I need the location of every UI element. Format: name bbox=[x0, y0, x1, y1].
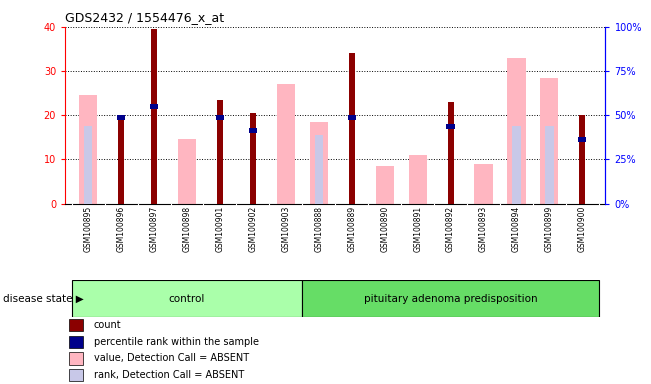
Text: rank, Detection Call = ABSENT: rank, Detection Call = ABSENT bbox=[94, 370, 244, 380]
Text: GSM100893: GSM100893 bbox=[479, 206, 488, 252]
Bar bbox=[348, 115, 356, 120]
FancyBboxPatch shape bbox=[72, 280, 302, 317]
Bar bbox=[448, 102, 454, 204]
Text: GSM100894: GSM100894 bbox=[512, 206, 521, 252]
Bar bbox=[84, 126, 92, 204]
Text: GSM100889: GSM100889 bbox=[347, 206, 356, 252]
Bar bbox=[512, 126, 521, 204]
Text: GSM100897: GSM100897 bbox=[150, 206, 159, 252]
Bar bbox=[151, 29, 157, 204]
Bar bbox=[249, 128, 257, 133]
Bar bbox=[376, 166, 394, 204]
Bar bbox=[69, 336, 83, 348]
Bar bbox=[150, 104, 158, 109]
Bar bbox=[578, 137, 587, 142]
Text: value, Detection Call = ABSENT: value, Detection Call = ABSENT bbox=[94, 353, 249, 364]
Text: GSM100902: GSM100902 bbox=[249, 206, 257, 252]
Bar bbox=[447, 124, 454, 129]
Text: count: count bbox=[94, 320, 121, 330]
Text: disease state ▶: disease state ▶ bbox=[3, 293, 84, 304]
Text: GSM100896: GSM100896 bbox=[117, 206, 126, 252]
Text: GSM100900: GSM100900 bbox=[578, 206, 587, 252]
Text: percentile rank within the sample: percentile rank within the sample bbox=[94, 337, 258, 347]
Bar bbox=[69, 353, 83, 364]
Bar bbox=[409, 155, 426, 204]
Text: control: control bbox=[169, 293, 205, 304]
Bar bbox=[217, 100, 223, 204]
Text: GSM100888: GSM100888 bbox=[314, 206, 324, 252]
Text: GSM100891: GSM100891 bbox=[413, 206, 422, 252]
Text: pituitary adenoma predisposition: pituitary adenoma predisposition bbox=[364, 293, 537, 304]
Bar bbox=[250, 113, 256, 204]
Bar bbox=[69, 369, 83, 381]
Bar bbox=[310, 122, 328, 204]
Text: GSM100898: GSM100898 bbox=[182, 206, 191, 252]
FancyBboxPatch shape bbox=[302, 280, 599, 317]
Bar bbox=[546, 126, 553, 204]
Bar bbox=[118, 120, 124, 204]
Text: GSM100901: GSM100901 bbox=[215, 206, 225, 252]
Bar bbox=[349, 53, 355, 204]
Bar bbox=[69, 319, 83, 331]
Text: GSM100895: GSM100895 bbox=[84, 206, 92, 252]
Text: GSM100890: GSM100890 bbox=[380, 206, 389, 252]
Bar bbox=[117, 115, 125, 120]
Text: GDS2432 / 1554476_x_at: GDS2432 / 1554476_x_at bbox=[65, 11, 224, 24]
Bar bbox=[178, 139, 196, 204]
Text: GSM100899: GSM100899 bbox=[545, 206, 554, 252]
Text: GSM100903: GSM100903 bbox=[281, 206, 290, 252]
Text: GSM100892: GSM100892 bbox=[446, 206, 455, 252]
Bar bbox=[314, 135, 323, 204]
Bar bbox=[79, 95, 97, 204]
Bar bbox=[579, 115, 585, 204]
Bar bbox=[540, 78, 559, 204]
Bar bbox=[277, 84, 295, 204]
Bar bbox=[475, 164, 493, 204]
Bar bbox=[507, 58, 525, 204]
Bar bbox=[216, 115, 224, 120]
